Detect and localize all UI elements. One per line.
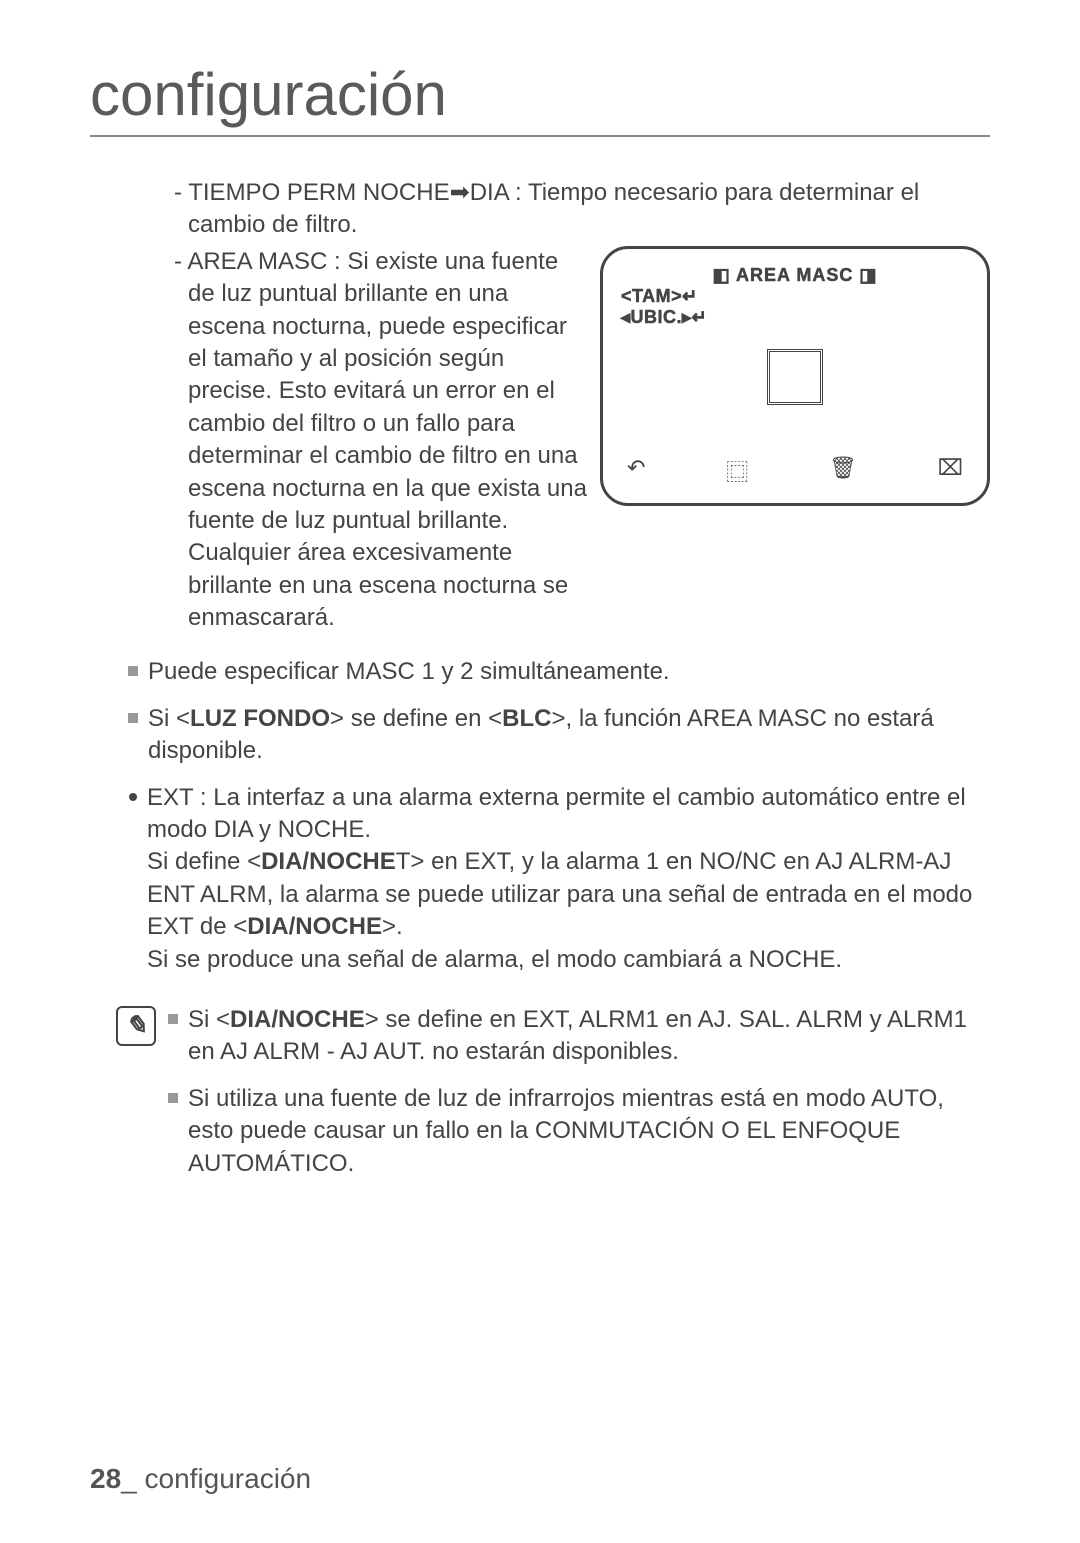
bold-text: DIA/NOCHE xyxy=(247,913,382,940)
bullet-text: Si <DIA/NOCHE> se define en EXT, ALRM1 e… xyxy=(188,1004,990,1069)
bullet-text: Si <LUZ FONDO> se define en <BLC>, la fu… xyxy=(148,703,990,768)
page-title: configuración xyxy=(90,60,990,137)
diagram-mask-box xyxy=(767,349,823,405)
diagram-tam-label: <TAM>↵ xyxy=(621,286,969,307)
page-number: 28 xyxy=(90,1463,121,1494)
footer-label: configuración xyxy=(145,1463,312,1494)
square-bullet-icon xyxy=(168,1093,178,1103)
text-fragment: Si < xyxy=(188,1006,230,1033)
note-section: ✎ Si <DIA/NOCHE> se define en EXT, ALRM1… xyxy=(168,1004,990,1194)
note-dia-noche: Si <DIA/NOCHE> se define en EXT, ALRM1 e… xyxy=(168,1004,990,1069)
content-body: - TIEMPO PERM NOCHE➡DIA : Tiempo necesar… xyxy=(90,177,990,1194)
bullet-luz-fondo: Si <LUZ FONDO> se define en <BLC>, la fu… xyxy=(128,703,990,768)
diagram-title: ◧ AREA MASC ◨ xyxy=(621,265,969,286)
bullet-text: EXT : La interfaz a una alarma externa p… xyxy=(147,782,990,976)
diagram-ubic-label: ◂UBIC.▸↵ xyxy=(621,307,969,328)
area-masc-row: - AREA MASC : Si existe una fuente de lu… xyxy=(168,246,990,639)
bold-text: LUZ FONDO xyxy=(190,705,330,732)
bullet-text: Si utiliza una fuente de luz de infrarro… xyxy=(188,1083,990,1180)
bullet-text: Puede especificar MASC 1 y 2 simultáneam… xyxy=(148,656,670,688)
bullet-masc-simul: Puede especificar MASC 1 y 2 simultáneam… xyxy=(128,656,990,688)
bold-text: BLC xyxy=(502,705,551,732)
area-masc-diagram: ◧ AREA MASC ◨ <TAM>↵ ◂UBIC.▸↵ ↶ ⿴ 🗑 ⌧ xyxy=(600,246,990,506)
text-fragment: >. xyxy=(382,913,403,940)
diagram-icon-row: ↶ ⿴ 🗑 ⌧ xyxy=(627,455,963,487)
note-icon: ✎ xyxy=(116,1006,156,1046)
square-bullet-icon xyxy=(128,666,138,676)
dot-bullet-icon xyxy=(129,793,137,801)
save-icon: ⿴ xyxy=(726,455,748,487)
text-fragment: Si define < xyxy=(147,848,261,875)
delete-icon: 🗑 xyxy=(829,455,857,487)
text-fragment: Si se produce una señal de alarma, el mo… xyxy=(147,946,842,973)
text-fragment: > se define en < xyxy=(330,705,502,732)
item-area-masc: - AREA MASC : Si existe una fuente de lu… xyxy=(168,246,588,635)
undo-icon: ↶ xyxy=(627,455,645,487)
item-tiempo-perm: - TIEMPO PERM NOCHE➡DIA : Tiempo necesar… xyxy=(168,177,990,242)
square-bullet-icon xyxy=(168,1014,178,1024)
text-fragment: EXT : La interfaz a una alarma externa p… xyxy=(147,784,966,843)
bold-text: DIA/NOCHE xyxy=(230,1006,365,1033)
page-footer: 28_ configuración xyxy=(90,1463,311,1495)
text-fragment: Si < xyxy=(148,705,190,732)
note-items: Si <DIA/NOCHE> se define en EXT, ALRM1 e… xyxy=(168,1004,990,1194)
bold-text: DIA/NOCHE xyxy=(261,848,396,875)
footer-sep: _ xyxy=(121,1463,144,1494)
close-icon: ⌧ xyxy=(938,455,963,487)
note-infrarrojos: Si utiliza una fuente de luz de infrarro… xyxy=(168,1083,990,1180)
square-bullet-icon xyxy=(128,713,138,723)
bullet-ext: EXT : La interfaz a una alarma externa p… xyxy=(128,782,990,976)
